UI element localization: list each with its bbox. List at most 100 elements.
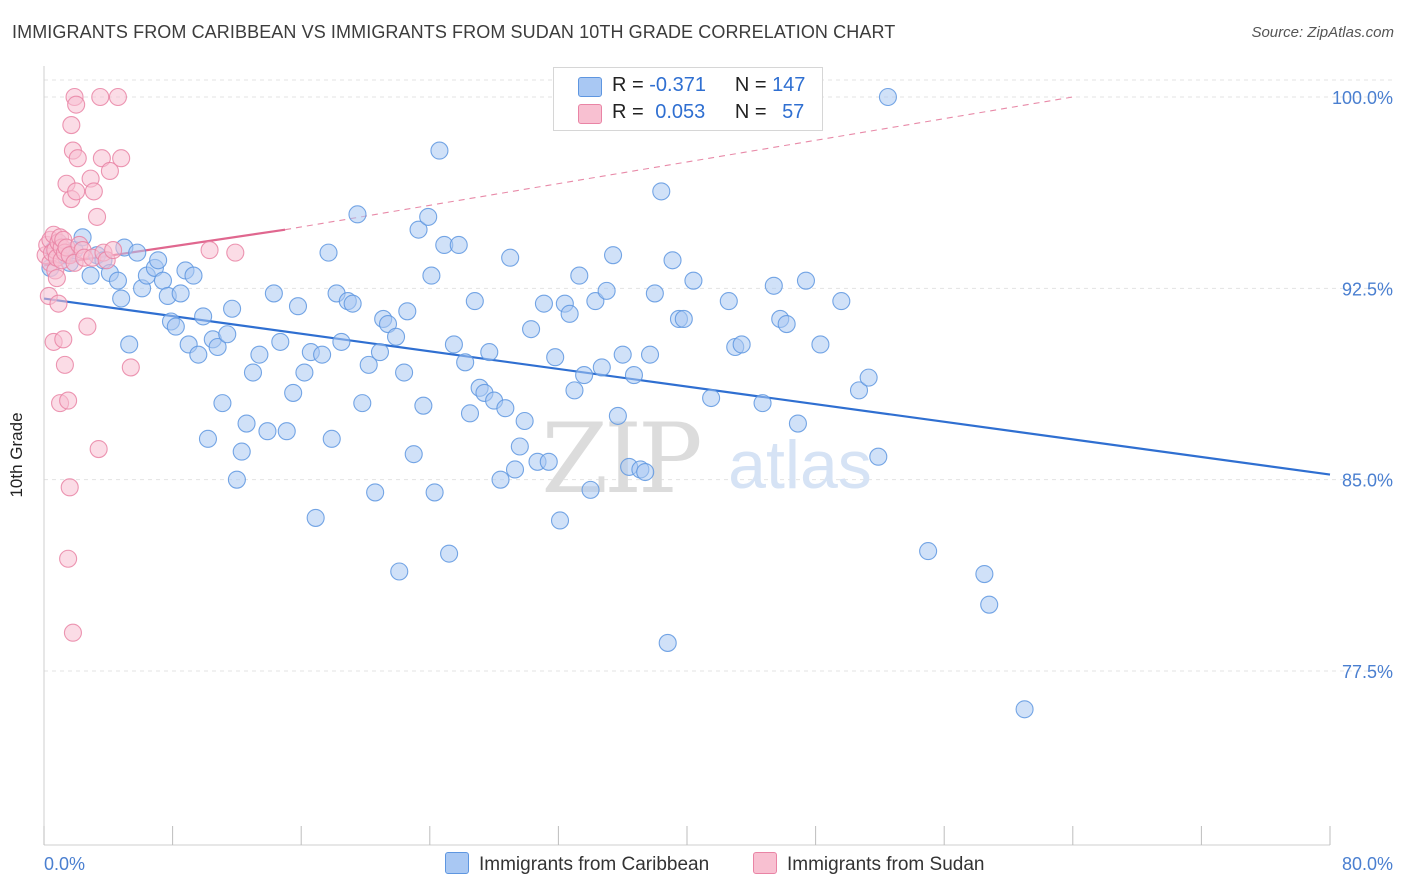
sudan-point bbox=[78, 317, 97, 336]
caribbean-point bbox=[636, 462, 655, 482]
caribbean-point bbox=[796, 271, 816, 290]
caribbean-point bbox=[295, 363, 314, 382]
caribbean-point bbox=[491, 470, 510, 489]
caribbean-point bbox=[332, 332, 351, 351]
sudan-point bbox=[67, 182, 86, 201]
caribbean-point bbox=[640, 345, 660, 364]
legend-r-value-caribbean: -0.371 bbox=[649, 74, 706, 96]
caribbean-point bbox=[386, 327, 406, 346]
caribbean-point bbox=[449, 235, 468, 255]
caribbean-point bbox=[849, 381, 869, 400]
caribbean-point bbox=[505, 460, 525, 479]
caribbean-point bbox=[1015, 700, 1034, 719]
caribbean-point bbox=[480, 343, 499, 362]
caribbean-point bbox=[534, 294, 553, 313]
caribbean-point bbox=[189, 345, 208, 364]
caribbean-point bbox=[975, 565, 994, 584]
caribbean-point bbox=[184, 266, 203, 285]
y-tick-label: 92.5% bbox=[1342, 279, 1393, 299]
sudan-point bbox=[108, 87, 127, 107]
caribbean-point bbox=[456, 353, 475, 372]
caribbean-point bbox=[194, 307, 213, 326]
caribbean-point bbox=[859, 368, 878, 387]
caribbean-point bbox=[550, 511, 570, 530]
caribbean-point bbox=[120, 335, 139, 354]
bottom-legend-swatch-sudan bbox=[753, 852, 777, 874]
caribbean-point bbox=[575, 366, 594, 385]
caribbean-point bbox=[409, 220, 428, 239]
caribbean-point bbox=[108, 271, 127, 290]
bottom-legend-sudan: Immigrants from Sudan bbox=[753, 852, 984, 876]
chart-source: Source: ZipAtlas.com bbox=[1251, 24, 1394, 41]
caribbean-point bbox=[359, 355, 378, 374]
x-tick-label: 0.0% bbox=[44, 854, 85, 874]
caribbean-point bbox=[460, 404, 480, 423]
sudan-point bbox=[59, 549, 78, 568]
sudan-point bbox=[59, 391, 78, 410]
sudan-point bbox=[112, 149, 131, 168]
caribbean-point bbox=[684, 271, 703, 290]
caribbean-point bbox=[570, 266, 589, 285]
y-tick-label: 100.0% bbox=[1332, 88, 1393, 108]
caribbean-point bbox=[425, 483, 444, 502]
sudan-trend-extension bbox=[285, 96, 1073, 231]
y-tick-label: 77.5% bbox=[1342, 662, 1393, 682]
caribbean-point bbox=[223, 299, 242, 318]
bottom-legend-label-caribbean: Immigrants from Caribbean bbox=[479, 854, 710, 875]
caribbean-point bbox=[353, 394, 372, 413]
legend-n-label: N = bbox=[734, 101, 767, 123]
sudan-point bbox=[226, 243, 245, 262]
caribbean-point bbox=[166, 317, 185, 336]
sudan-point bbox=[84, 182, 103, 201]
caribbean-point bbox=[414, 396, 433, 415]
sudan-point bbox=[60, 478, 79, 497]
caribbean-point bbox=[322, 429, 341, 448]
caribbean-point bbox=[404, 445, 423, 464]
caribbean-point bbox=[271, 332, 290, 351]
caribbean-point bbox=[565, 381, 584, 400]
caribbean-point bbox=[702, 388, 721, 408]
y-tick-label: 85.0% bbox=[1342, 471, 1393, 491]
caribbean-point bbox=[319, 243, 338, 262]
sudan-point bbox=[55, 355, 74, 374]
caribbean-point bbox=[227, 470, 246, 489]
caribbean-point bbox=[753, 394, 772, 413]
caribbean-point bbox=[539, 452, 558, 471]
caribbean-point bbox=[264, 284, 283, 303]
data-points bbox=[36, 87, 1034, 719]
chart-title: IMMIGRANTS FROM CARIBBEAN VS IMMIGRANTS … bbox=[12, 22, 896, 42]
sudan-point bbox=[63, 623, 82, 642]
caribbean-point bbox=[980, 595, 999, 614]
caribbean-point bbox=[444, 335, 463, 354]
caribbean-point bbox=[496, 399, 515, 418]
sudan-point bbox=[49, 294, 68, 313]
caribbean-point bbox=[440, 544, 459, 563]
legend-n-value-caribbean: 147 bbox=[772, 74, 806, 96]
legend-r-value-sudan: 0.053 bbox=[655, 101, 706, 123]
caribbean-point bbox=[597, 281, 616, 300]
caribbean-point bbox=[501, 248, 520, 267]
caribbean-point bbox=[390, 562, 409, 581]
caribbean-point bbox=[465, 292, 484, 311]
caribbean-point bbox=[522, 320, 541, 339]
caribbean-point bbox=[395, 363, 414, 382]
sudan-point bbox=[87, 207, 107, 226]
sudan-point bbox=[62, 116, 81, 135]
caribbean-point bbox=[586, 292, 605, 311]
caribbean-point bbox=[674, 309, 693, 328]
caribbean-point bbox=[128, 243, 147, 262]
legend-r-label: R = bbox=[612, 101, 644, 123]
sudan-point bbox=[54, 330, 73, 349]
caribbean-point bbox=[348, 205, 367, 224]
caribbean-point bbox=[370, 343, 390, 362]
caribbean-point bbox=[81, 266, 100, 285]
bottom-legend-swatch-caribbean bbox=[445, 852, 469, 874]
caribbean-point bbox=[149, 251, 168, 270]
caribbean-point bbox=[430, 141, 449, 160]
caribbean-point bbox=[284, 383, 303, 402]
caribbean-point bbox=[112, 289, 131, 308]
caribbean-point bbox=[171, 284, 190, 303]
caribbean-point bbox=[366, 483, 385, 502]
caribbean-point bbox=[624, 366, 644, 385]
